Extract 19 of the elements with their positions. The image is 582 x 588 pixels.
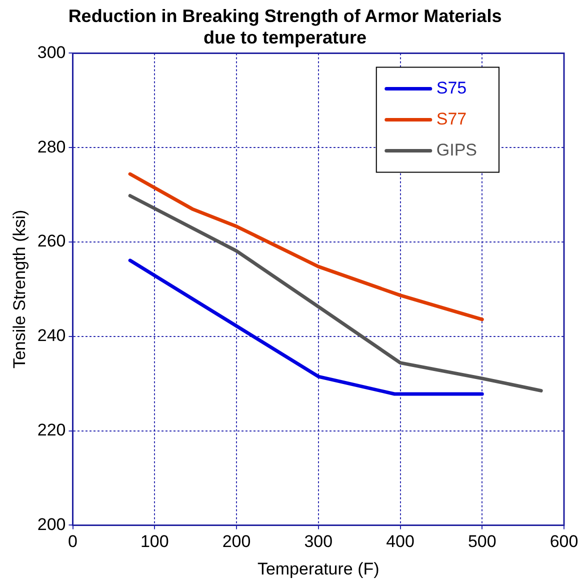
y-tick-label: 200	[37, 514, 66, 534]
y-tick-label: 220	[37, 420, 66, 440]
x-tick-label: 600	[550, 532, 578, 552]
y-tick-label: 300	[37, 42, 66, 62]
x-tick-label: 0	[68, 532, 78, 552]
chart-title: Reduction in Breaking Strength of Armor Materials due to temperature	[68, 6, 502, 48]
x-tick-label: 500	[468, 532, 496, 552]
x-tick-label: 200	[222, 532, 251, 552]
y-tick-label: 280	[37, 137, 66, 156]
y-tick-label: 260	[37, 232, 66, 251]
x-axis-title: Temperature (F)	[257, 559, 380, 578]
legend-label: S75	[436, 78, 467, 98]
y-axis-title: Tensile Strength (ksi)	[10, 210, 29, 369]
x-tick-label: 400	[386, 532, 414, 552]
x-tick-label: 100	[140, 532, 169, 552]
y-tick-label: 240	[37, 326, 66, 346]
legend-label: S77	[436, 109, 467, 128]
legend-label: GIPS	[436, 140, 477, 160]
x-tick-label: 300	[304, 532, 333, 552]
